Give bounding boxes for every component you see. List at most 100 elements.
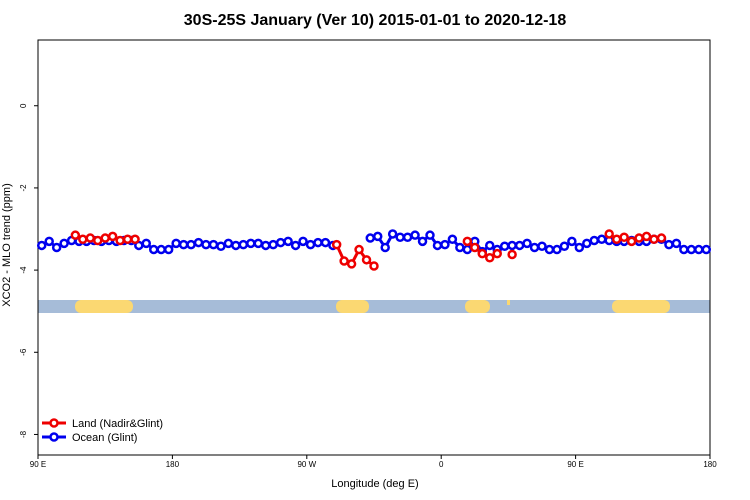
data-point — [313, 237, 323, 248]
data-point — [92, 235, 103, 246]
x-tick-label: 90 E — [567, 460, 583, 469]
data-point — [507, 240, 517, 251]
land-band — [507, 300, 510, 305]
data-point — [186, 239, 196, 250]
data-point — [529, 242, 540, 253]
y-axis-label: XCO2 - MLO trend (ppm) — [1, 183, 13, 306]
land-band — [336, 300, 369, 313]
data-point — [130, 234, 140, 245]
data-point — [260, 240, 271, 251]
data-point — [574, 242, 585, 253]
data-point — [70, 230, 81, 240]
legend-label: Ocean (Glint) — [72, 432, 137, 444]
data-point — [559, 241, 570, 252]
y-tick-label: -6 — [19, 348, 28, 356]
data-point — [417, 236, 428, 247]
data-point — [425, 230, 435, 240]
data-point — [148, 244, 159, 255]
legend-marker — [49, 432, 59, 442]
data-point — [115, 235, 125, 246]
data-point — [387, 229, 398, 239]
data-point — [380, 242, 390, 253]
data-point — [649, 234, 659, 245]
surface-band — [38, 300, 710, 313]
legend-label: Land (Nadir&Glint) — [72, 418, 163, 430]
data-point — [107, 231, 118, 242]
data-point — [462, 244, 473, 255]
x-tick-label: 180 — [703, 460, 717, 469]
data-point — [268, 239, 278, 250]
data-point — [193, 237, 204, 248]
data-point — [156, 244, 166, 255]
data-point — [567, 236, 577, 247]
ocean-band — [38, 300, 710, 313]
chart-title: 30S-25S January (Ver 10) 2015-01-01 to 2… — [184, 12, 567, 29]
data-point — [671, 238, 682, 249]
land-band — [612, 300, 670, 313]
y-tick-label: -2 — [19, 184, 28, 192]
data-point — [641, 231, 652, 242]
data-point — [462, 236, 473, 247]
data-point — [514, 240, 525, 251]
data-point — [298, 236, 308, 247]
data-point — [36, 240, 47, 251]
x-tick-label: 0 — [439, 460, 444, 469]
data-point — [320, 237, 331, 248]
data-point — [238, 239, 249, 250]
data-point — [484, 253, 495, 263]
data-point — [589, 235, 600, 246]
data-point — [253, 238, 264, 249]
x-axis-label: Longitude (deg E) — [331, 478, 418, 490]
data-point — [701, 244, 712, 255]
land-band — [75, 300, 133, 313]
data-point — [354, 244, 364, 255]
y-tick-label: -4 — [19, 266, 28, 274]
data-point — [611, 234, 622, 245]
data-point — [201, 239, 211, 250]
data-point — [447, 234, 458, 245]
data-point — [122, 234, 133, 245]
x-tick-label: 90 W — [297, 460, 316, 469]
data-point — [100, 233, 110, 243]
x-tick-label: 90 E — [30, 460, 46, 469]
y-tick-label: 0 — [19, 103, 28, 108]
data-point — [361, 255, 372, 265]
data-point — [223, 238, 234, 249]
data-point — [544, 244, 555, 255]
data-point — [522, 238, 532, 249]
data-point — [59, 238, 69, 249]
data-point — [178, 239, 189, 250]
y-tick-label: -8 — [19, 430, 28, 438]
data-point — [231, 240, 241, 251]
data-point — [402, 232, 413, 242]
data-point — [44, 236, 54, 247]
data-point — [440, 239, 450, 250]
land-band — [465, 300, 490, 313]
data-point — [477, 248, 488, 259]
data-point — [604, 229, 614, 239]
data-point — [537, 241, 547, 252]
data-point — [283, 236, 293, 247]
data-point — [395, 232, 405, 242]
data-point — [499, 241, 510, 252]
data-point — [507, 249, 517, 260]
x-tick-label: 180 — [166, 460, 180, 469]
data-point — [85, 233, 96, 243]
data-point — [171, 238, 181, 249]
data-point — [216, 241, 226, 252]
data-point — [372, 231, 383, 242]
data-point — [582, 238, 592, 249]
data-point — [694, 244, 704, 255]
data-point — [552, 244, 562, 255]
data-point — [141, 238, 152, 249]
data-point — [369, 261, 379, 271]
legend-marker — [49, 418, 59, 428]
data-point — [163, 244, 174, 255]
data-point — [619, 232, 629, 242]
data-point — [365, 233, 376, 243]
data-point — [626, 236, 637, 247]
data-point — [656, 233, 667, 243]
data-point — [492, 248, 502, 259]
data-point — [78, 234, 88, 245]
